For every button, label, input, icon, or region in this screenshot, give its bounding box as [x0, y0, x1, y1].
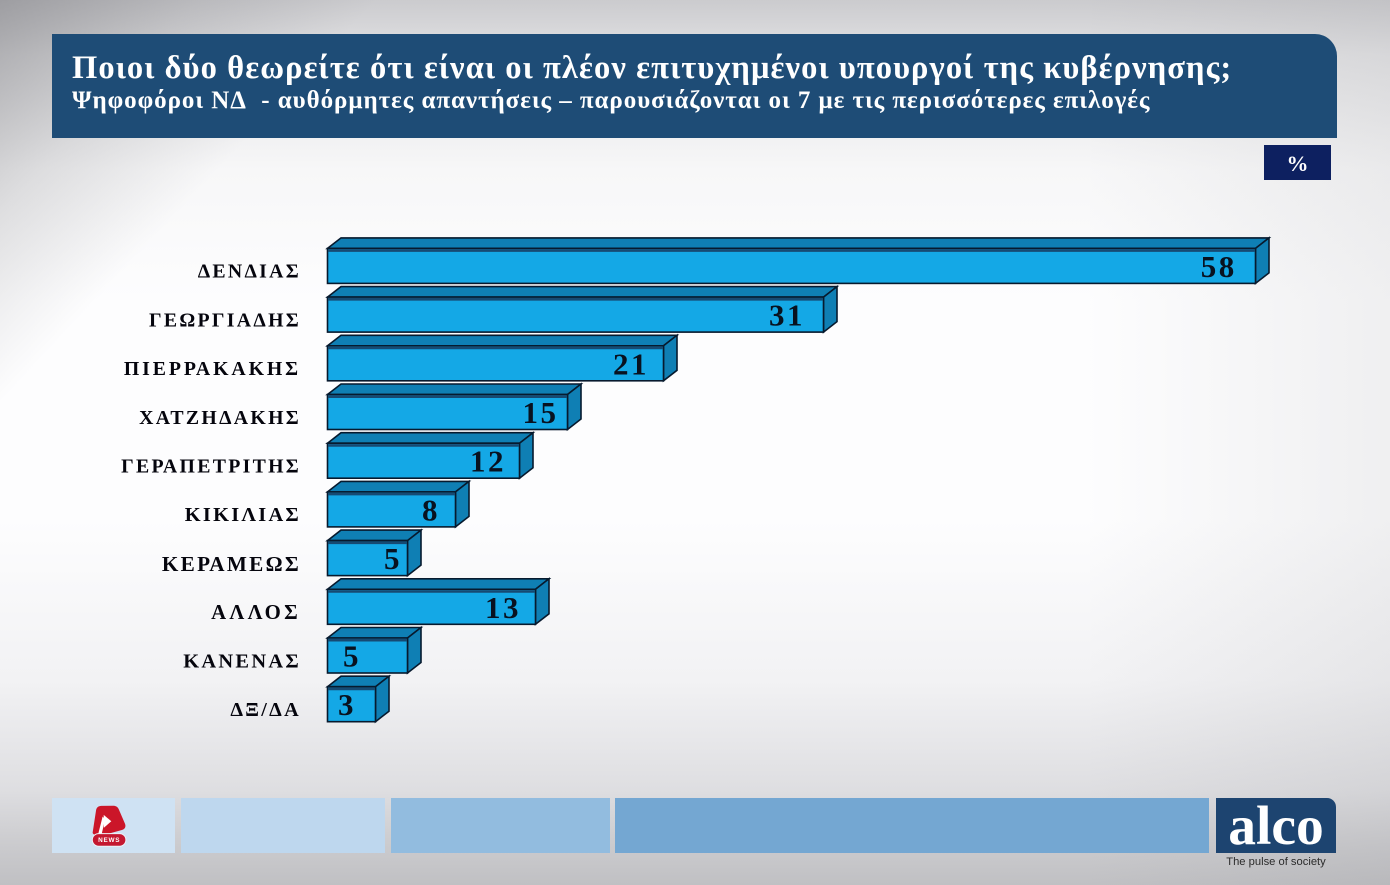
- svg-text:12: 12: [470, 444, 506, 479]
- svg-text:ΔΞ/ΔΑ: ΔΞ/ΔΑ: [230, 699, 301, 721]
- svg-text:ΓΕΡΑΠΕΤΡΙΤΗΣ: ΓΕΡΑΠΕΤΡΙΤΗΣ: [121, 456, 301, 478]
- svg-text:8: 8: [422, 492, 440, 527]
- svg-text:5: 5: [343, 639, 361, 674]
- svg-text:ΚΙΚΙΛΙΑΣ: ΚΙΚΙΛΙΑΣ: [185, 504, 301, 526]
- svg-text:ΔΕΝΔΙΑΣ: ΔΕΝΔΙΑΣ: [198, 261, 301, 283]
- svg-text:ΚΑΝΕΝΑΣ: ΚΑΝΕΝΑΣ: [183, 650, 301, 672]
- svg-text:5: 5: [384, 541, 402, 576]
- svg-text:3: 3: [338, 687, 356, 722]
- svg-text:NEWS: NEWS: [98, 837, 120, 844]
- svg-text:ΑΛΛΟΣ: ΑΛΛΟΣ: [211, 601, 301, 624]
- svg-text:21: 21: [613, 346, 649, 381]
- svg-text:ΓΕΩΡΓΙΑΔΗΣ: ΓΕΩΡΓΙΑΔΗΣ: [149, 309, 301, 331]
- svg-text:ΠΙΕΡΡΑΚΑΚΗΣ: ΠΙΕΡΡΑΚΑΚΗΣ: [124, 358, 301, 380]
- svg-text:58: 58: [1201, 249, 1237, 284]
- svg-text:ΧΑΤΖΗΔΑΚΗΣ: ΧΑΤΖΗΔΑΚΗΣ: [139, 407, 301, 429]
- svg-text:ΚΕΡΑΜΕΩΣ: ΚΕΡΑΜΕΩΣ: [162, 552, 301, 576]
- svg-text:15: 15: [523, 395, 559, 430]
- svg-text:31: 31: [769, 298, 805, 333]
- svg-text:13: 13: [485, 590, 521, 625]
